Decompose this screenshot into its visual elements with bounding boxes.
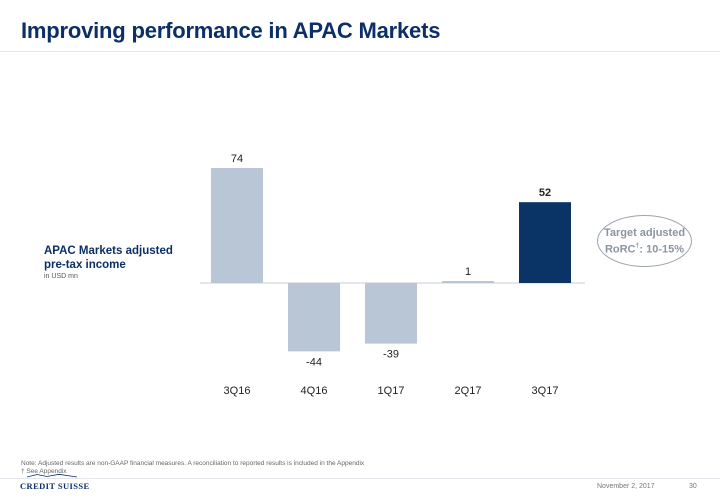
x-tick-label-2q17: 2Q17	[455, 385, 482, 397]
page-title: Improving performance in APAC Markets	[21, 18, 441, 43]
page-number: 30	[689, 483, 697, 490]
bar-3q16	[211, 168, 263, 283]
series-label-line-2: pre-tax income	[44, 259, 126, 271]
bar-2q17	[442, 281, 494, 283]
footnote: Note: Adjusted results are non-GAAP fina…	[21, 460, 364, 476]
target-callout: Target adjusted RoRC†: 10-15%	[597, 215, 692, 267]
bar-3q17	[519, 202, 571, 283]
x-tick-label-3q16: 3Q16	[224, 385, 251, 397]
target-line-2: RoRC†: 10-15%	[604, 242, 685, 256]
footnote-line-1: Note: Adjusted results are non-GAAP fina…	[21, 460, 365, 467]
series-unit: in USD mn	[44, 273, 78, 280]
presentation-date: November 2, 2017	[597, 483, 655, 490]
data-label-4q16: -44	[306, 356, 322, 368]
brand-logo: CREDIT SUISSE	[20, 481, 90, 491]
series-label-line-1: APAC Markets adjusted	[44, 245, 173, 257]
footnote-line-2: † See Appendix	[21, 468, 67, 475]
bar-4q16	[288, 283, 340, 352]
bar-1q17	[365, 283, 417, 344]
target-line-1: Target adjusted	[603, 226, 686, 239]
x-tick-label-4q16: 4Q16	[301, 385, 328, 397]
x-tick-label-1q17: 1Q17	[378, 385, 405, 397]
sails-logo-icon	[27, 474, 77, 478]
data-label-1q17: -39	[383, 349, 399, 361]
footer-divider	[0, 478, 720, 479]
series-label: APAC Markets adjusted pre-tax income in …	[44, 244, 194, 280]
title-divider	[0, 51, 720, 52]
data-label-3q16: 74	[231, 153, 243, 165]
data-label-2q17: 1	[465, 266, 471, 278]
data-label-3q17: 52	[539, 187, 551, 199]
x-tick-label-3q17: 3Q17	[532, 385, 559, 397]
